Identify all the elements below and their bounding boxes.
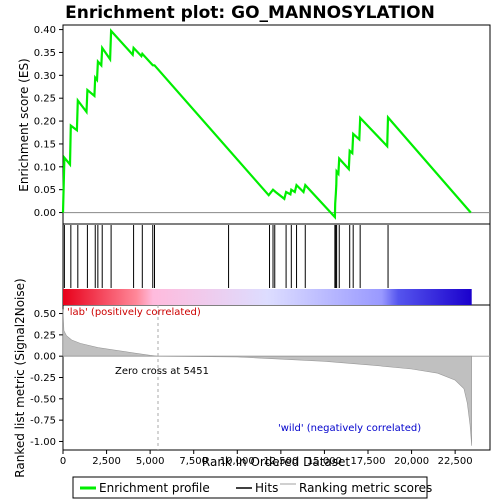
x-tick-label: 5,000: [136, 456, 165, 467]
metric-y-tick-label: -0.25: [30, 373, 56, 384]
legend-enrichment-label: Enrichment profile: [99, 481, 210, 495]
enrichment-profile-line: [61, 28, 472, 220]
rank-color-bar: [63, 289, 472, 305]
metric-y-tick-label: -1.00: [30, 437, 56, 448]
es-y-tick-label: 0.10: [34, 162, 56, 173]
metric-y-tick-label: -0.50: [30, 394, 56, 405]
x-axis-label: Rank in Ordered Dataset: [202, 455, 350, 469]
chart-title: Enrichment plot: GO_MANNOSYLATION: [65, 3, 435, 23]
metric-y-axis-label: Ranked list metric (Signal2Noise): [13, 278, 27, 477]
x-axis: 0 2,500 5,000 7,500 10,000 12,500 15,000 17,500…: [60, 450, 473, 467]
metric-y-tick-label: -0.75: [30, 416, 56, 427]
metric-panel-frame: [62, 304, 491, 451]
metric-panel: -1.00 -0.75 -0.50 -0.25 0.00 0.25 0.50 'lab' (p…: [30, 305, 490, 450]
x-tick-label: 15,000: [307, 456, 342, 467]
x-tick-label: 10,000: [220, 456, 255, 467]
x-tick-label: 2,500: [92, 456, 121, 467]
legend: Enrichment profile Hits Ranking metric s…: [72, 476, 432, 499]
x-tick-label: 20,000: [394, 456, 429, 467]
legend-metric-label: Ranking metric scores: [299, 481, 432, 495]
es-y-tick-label: 0.00: [34, 208, 56, 219]
es-y-tick-label: 0.30: [34, 71, 56, 82]
es-y-tick-label: 0.40: [34, 25, 56, 36]
metric-y-tick-label: 0.25: [34, 330, 56, 341]
hits-panel: [63, 225, 472, 305]
positive-annotation: 'lab' (positively correlated): [67, 307, 201, 318]
ranking-metric-area: [62, 309, 472, 446]
es-y-axis-label: Enrichment score (ES): [17, 58, 31, 191]
es-y-tick-label: 0.15: [34, 139, 56, 150]
metric-y-tick-label: 0.00: [34, 352, 56, 363]
x-tick-label: 7,500: [179, 456, 208, 467]
metric-y-tick-label: 0.50: [34, 309, 56, 320]
zero-cross-annotation: Zero cross at 5451: [115, 366, 209, 377]
es-y-tick-label: 0.25: [34, 94, 56, 105]
x-tick-label: 22,500: [438, 456, 473, 467]
x-tick-label: 17,500: [351, 456, 386, 467]
es-y-tick-label: 0.35: [34, 48, 56, 59]
x-tick-label: 12,500: [263, 456, 298, 467]
x-tick-label: 0: [60, 456, 66, 467]
es-y-tick-label: 0.05: [34, 185, 56, 196]
legend-hits-label: Hits: [255, 481, 278, 495]
es-panel-frame: [62, 24, 491, 225]
negative-annotation: 'wild' (negatively correlated): [278, 423, 421, 434]
es-y-tick-label: 0.20: [34, 117, 56, 128]
es-panel: 0.00 0.05 0.10 0.15 0.20 0.25 0.30 0.35 0.40: [34, 25, 490, 220]
